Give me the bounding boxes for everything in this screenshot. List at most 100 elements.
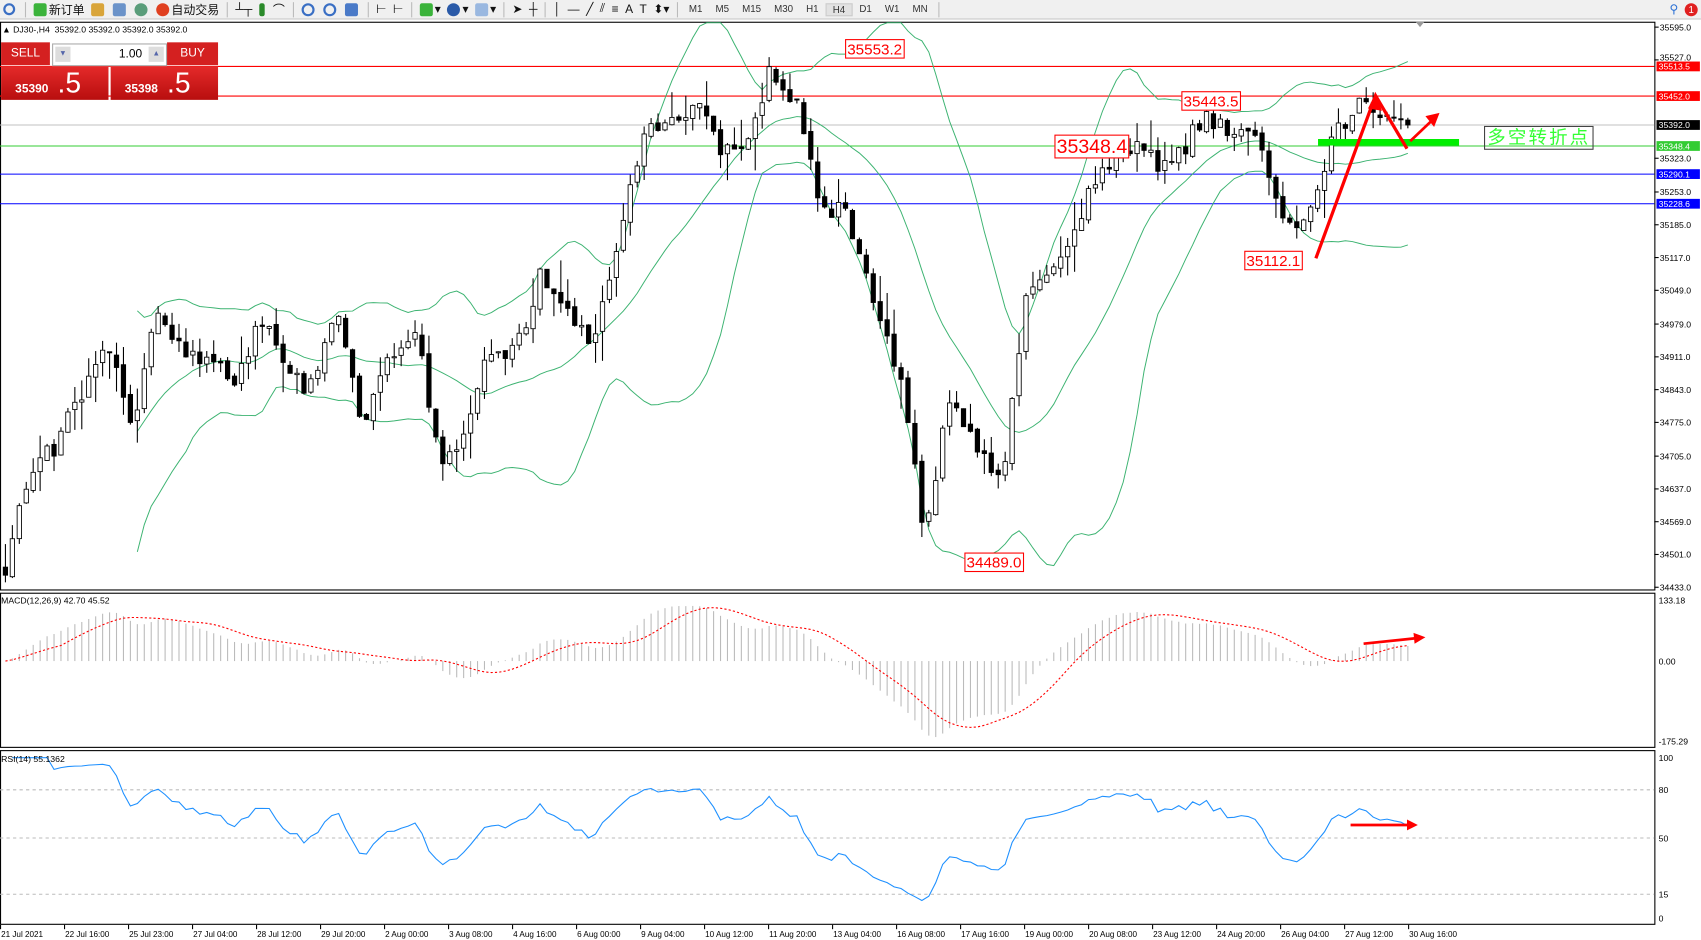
text-tool[interactable]: A <box>625 2 634 16</box>
candle-bullish <box>79 399 85 403</box>
autoscroll-button[interactable]: ⊢ <box>392 3 404 17</box>
auto-trading-label: 自动交易 <box>171 3 220 17</box>
vertical-line-tool[interactable]: │ <box>553 2 562 16</box>
candle-bullish <box>835 201 842 218</box>
text-label-tool[interactable]: T <box>639 2 647 16</box>
timeframe-m30[interactable]: M30 <box>774 2 794 14</box>
candle-bearish <box>1363 98 1369 103</box>
search-button[interactable]: ⚲ <box>1669 3 1679 17</box>
candle-bullish <box>1058 256 1064 269</box>
candlestick-button[interactable] <box>256 1 270 18</box>
new-order-button[interactable]: 新订单 <box>30 1 87 18</box>
auto-trading-button[interactable]: 自动交易 <box>153 1 222 18</box>
candle-bullish <box>1169 161 1175 164</box>
zoom-search-button[interactable] <box>0 1 21 18</box>
candle-bearish <box>995 469 1001 476</box>
candle-bullish <box>1356 97 1362 114</box>
ohlc-label: 35392.0 35392.0 35392.0 35392.0 <box>54 24 188 35</box>
zoom-in-icon <box>301 2 315 16</box>
template-icon <box>474 2 488 16</box>
trendline-tool[interactable]: ╱ <box>586 3 594 17</box>
low-price-label: 34489.0 <box>964 552 1024 573</box>
macd-pane-frame <box>0 592 1656 748</box>
sell-price-button[interactable]: 35390 .5 <box>1 66 109 100</box>
candle-bullish <box>1321 170 1328 191</box>
timeframe-m1[interactable]: M1 <box>688 2 703 14</box>
strategy-button[interactable] <box>88 1 110 18</box>
buy-price-button[interactable]: 35398 .5 <box>110 66 219 100</box>
timeframe-m15[interactable]: M15 <box>742 2 762 14</box>
decrease-lot-button[interactable]: ▼ <box>55 46 71 62</box>
lot-size-stepper[interactable]: ▼ 1.00 ▲ <box>52 43 168 67</box>
price-line-tag-label: 35290.1 <box>1659 169 1691 179</box>
timeframe-h1[interactable]: H1 <box>806 2 819 14</box>
timeframe-h4[interactable]: H4 <box>825 2 853 16</box>
swing-high-price-label: 35443.5 <box>1181 91 1241 111</box>
history-button[interactable] <box>110 1 132 18</box>
fibonacci-tool[interactable]: ≡ <box>611 2 619 16</box>
indicators-button[interactable]: ▾ <box>416 1 444 18</box>
book-icon <box>91 2 105 16</box>
candle-bullish <box>252 325 258 357</box>
candle-bullish <box>690 104 696 119</box>
candle-bullish <box>683 117 689 121</box>
price-line-tag-label: 35513.5 <box>1659 62 1691 72</box>
high-price-label: 35553.2 <box>845 39 905 59</box>
time-tick-label: 4 Aug 16:00 <box>513 930 557 939</box>
periods-button[interactable]: ▾ <box>444 1 472 18</box>
candle-bearish <box>440 436 446 465</box>
buy-button[interactable]: BUY <box>167 42 219 66</box>
separator <box>226 1 228 17</box>
candle-bullish <box>100 349 106 364</box>
candle-bullish <box>44 445 50 461</box>
zoom-out-button[interactable] <box>320 1 342 18</box>
crosshair-tool[interactable]: ┼ <box>528 2 538 16</box>
separator <box>503 1 505 17</box>
candle-bullish <box>579 324 585 328</box>
candle-bearish <box>717 129 724 156</box>
candle-bullish <box>641 133 647 167</box>
buy-price-main: 35398 <box>124 82 158 96</box>
candle-bullish <box>1030 286 1036 295</box>
zoom-in-button[interactable] <box>298 1 320 18</box>
lot-size-value[interactable]: 1.00 <box>118 47 143 61</box>
one-click-trading-panel: SELL ▼ 1.00 ▲ BUY 35390 .5 35398 .5 <box>1 42 219 100</box>
candle-bullish <box>30 471 36 491</box>
time-tick-label: 26 Aug 04:00 <box>1281 930 1329 939</box>
candle-bearish <box>891 333 897 367</box>
line-chart-button[interactable]: ⌒ <box>272 3 285 17</box>
arrows-tool[interactable]: ⬍▾ <box>653 3 670 17</box>
candle-bullish <box>405 341 411 349</box>
timeframe-m5[interactable]: M5 <box>715 2 730 14</box>
candle-bearish <box>343 317 349 348</box>
chart-shift-button[interactable]: ⊢ <box>375 3 387 17</box>
sell-button[interactable]: SELL <box>1 42 50 66</box>
horizontal-line-tool[interactable]: — <box>567 2 580 16</box>
notifications-button[interactable]: 1 <box>1681 1 1701 18</box>
candle-bearish <box>967 423 974 432</box>
pivot-price-label: 35348.4 <box>1054 134 1130 159</box>
separator <box>24 1 27 17</box>
candle-bullish <box>933 480 939 516</box>
bar-chart-button[interactable]: ┴┬ <box>235 2 253 16</box>
price-tick-label: 34843.0 <box>1660 385 1692 395</box>
sell-price-main: 35390 <box>15 82 49 96</box>
candle-bearish <box>197 351 203 365</box>
timeframe-d1[interactable]: D1 <box>859 2 872 14</box>
candle-bearish <box>502 350 508 359</box>
signals-button[interactable] <box>131 1 153 18</box>
timeframe-mn[interactable]: MN <box>912 2 928 14</box>
templates-button[interactable]: ▾ <box>472 1 500 18</box>
cursor-tool[interactable]: ➤ <box>512 3 523 17</box>
candle-bullish <box>669 116 675 126</box>
timeframe-w1[interactable]: W1 <box>884 2 900 14</box>
channel-tool[interactable]: ⫽ <box>599 2 606 16</box>
rsi-label: RSI(14) 55.1362 <box>1 754 65 765</box>
increase-lot-button[interactable]: ▲ <box>148 46 164 62</box>
candle-bullish <box>1162 160 1168 171</box>
candle-bullish <box>322 342 328 374</box>
time-tick-label: 23 Aug 12:00 <box>1153 930 1201 939</box>
tile-windows-button[interactable] <box>341 1 363 18</box>
candle-bearish <box>419 334 425 357</box>
